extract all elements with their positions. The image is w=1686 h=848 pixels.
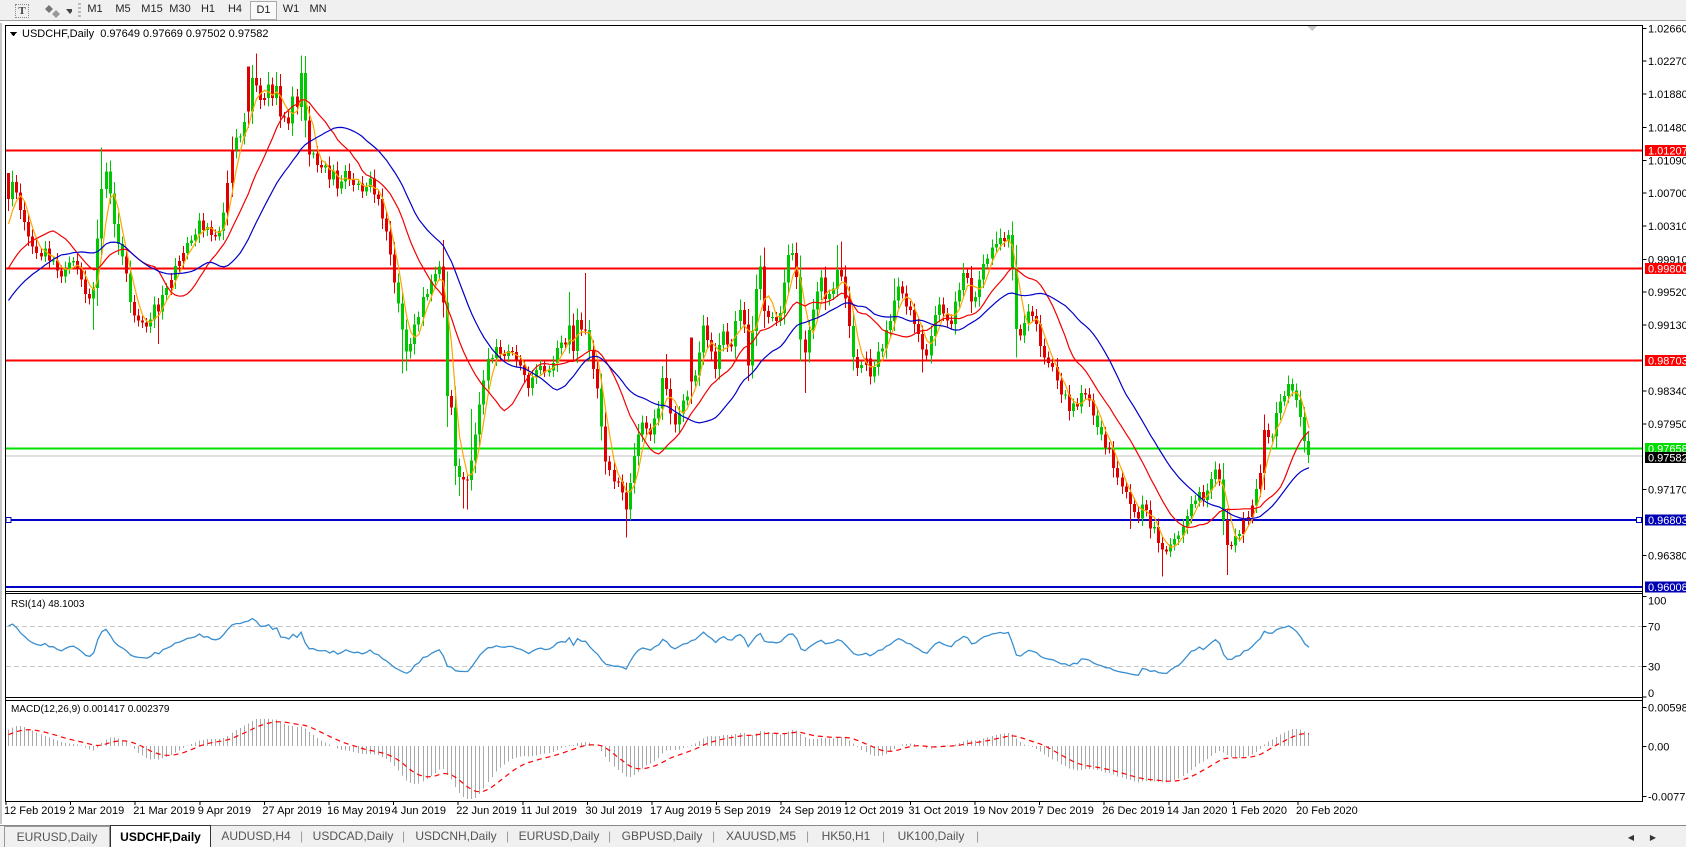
svg-text:100: 100 [1648,596,1666,608]
svg-text:1.01880: 1.01880 [1648,89,1686,101]
svg-text:12 Feb 2019: 12 Feb 2019 [4,805,66,817]
svg-text:7 Dec 2019: 7 Dec 2019 [1038,805,1094,817]
svg-text:19 Nov 2019: 19 Nov 2019 [973,805,1035,817]
svg-text:0.96803: 0.96803 [1648,515,1686,527]
svg-text:0.00: 0.00 [1648,741,1669,753]
svg-text:26 Dec 2019: 26 Dec 2019 [1102,805,1164,817]
svg-text:-0.007737: -0.007737 [1648,791,1686,803]
svg-text:30: 30 [1648,662,1660,674]
svg-text:MACD(12,26,9) 0.001417 0.00237: MACD(12,26,9) 0.001417 0.002379 [11,704,170,715]
svg-text:1.02270: 1.02270 [1648,56,1686,68]
svg-text:1.02660: 1.02660 [1648,24,1686,36]
svg-text:31 Oct 2019: 31 Oct 2019 [908,805,968,817]
svg-text:70: 70 [1648,621,1660,633]
svg-text:1.01207: 1.01207 [1648,146,1686,158]
svg-text:14 Jan 2020: 14 Jan 2020 [1167,805,1228,817]
svg-text:1.01090: 1.01090 [1648,155,1686,167]
svg-text:0.99130: 0.99130 [1648,320,1686,332]
svg-text:20 Feb 2020: 20 Feb 2020 [1296,805,1358,817]
svg-text:0.98340: 0.98340 [1648,386,1686,398]
svg-text:0.005986: 0.005986 [1648,703,1686,715]
svg-text:2 Mar 2019: 2 Mar 2019 [69,805,125,817]
svg-text:24 Sep 2019: 24 Sep 2019 [779,805,841,817]
svg-text:22 Jun 2019: 22 Jun 2019 [456,805,517,817]
svg-text:27 Apr 2019: 27 Apr 2019 [262,805,321,817]
svg-text:0.96008: 0.96008 [1648,582,1686,594]
svg-text:1.00310: 1.00310 [1648,221,1686,233]
svg-text:4 Jun 2019: 4 Jun 2019 [392,805,446,817]
svg-text:0.97170: 0.97170 [1648,484,1686,496]
svg-text:5 Sep 2019: 5 Sep 2019 [715,805,771,817]
svg-text:USDCHF,Daily 0.97649 0.97669: USDCHF,Daily 0.97649 0.97669 0.97502 0.9… [22,28,268,40]
svg-text:0.98703: 0.98703 [1648,356,1686,368]
svg-text:16 May 2019: 16 May 2019 [327,805,391,817]
svg-text:17 Aug 2019: 17 Aug 2019 [650,805,712,817]
svg-text:1 Feb 2020: 1 Feb 2020 [1231,805,1287,817]
svg-text:1.00700: 1.00700 [1648,188,1686,200]
svg-text:1.01480: 1.01480 [1648,123,1686,135]
svg-text:0.96380: 0.96380 [1648,551,1686,563]
svg-text:9 Apr 2019: 9 Apr 2019 [198,805,251,817]
svg-text:0.97950: 0.97950 [1648,419,1686,431]
svg-text:0.97582: 0.97582 [1648,452,1686,464]
svg-text:11 Jul 2019: 11 Jul 2019 [521,805,577,817]
svg-text:RSI(14) 48.1003: RSI(14) 48.1003 [11,599,85,610]
svg-text:0.99520: 0.99520 [1648,287,1686,299]
svg-text:12 Oct 2019: 12 Oct 2019 [844,805,904,817]
svg-text:30 Jul 2019: 30 Jul 2019 [585,805,642,817]
svg-text:21 Mar 2019: 21 Mar 2019 [133,805,195,817]
svg-text:0: 0 [1648,688,1654,700]
svg-text:0.99800: 0.99800 [1648,264,1686,276]
